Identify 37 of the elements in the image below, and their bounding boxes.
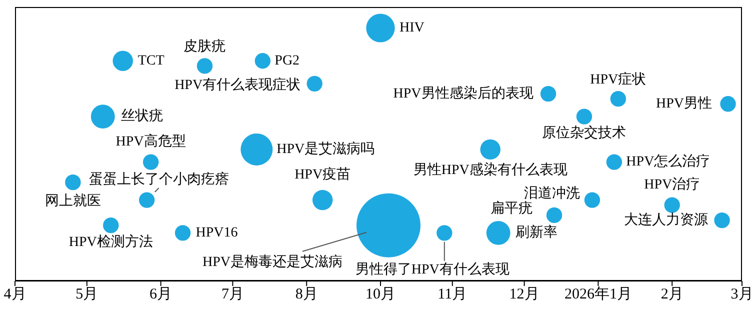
annotation: HPV治疗 bbox=[644, 176, 700, 193]
annotation: 泪道冲洗 bbox=[524, 186, 580, 202]
annotation: 原位杂交技术 bbox=[542, 125, 626, 142]
annotation: 丝状疣 bbox=[120, 108, 163, 124]
x-tick-label: 12月 bbox=[509, 286, 540, 303]
annotation: PG2 bbox=[274, 53, 300, 68]
x-tick-label: 10月 bbox=[365, 286, 396, 303]
annotation: HPV男性 bbox=[656, 95, 712, 112]
annotation: HPV症状 bbox=[590, 71, 646, 88]
annotation: 男性HPV感染有什么表现 bbox=[413, 162, 568, 178]
annotation: HPV16 bbox=[196, 225, 238, 240]
annotation: HPV怎么治疗 bbox=[626, 154, 710, 170]
annotation: HPV高危型 bbox=[116, 134, 186, 150]
annotation: HPV有什么表现症状 bbox=[174, 77, 301, 94]
annotation: HPV疫苗 bbox=[294, 166, 351, 183]
x-tick-label: 2月 bbox=[660, 286, 684, 303]
x-tick-label: 2026年1月 bbox=[564, 286, 632, 303]
annotation: 大连人力资源 bbox=[624, 212, 708, 228]
x-tick-label: 8月 bbox=[295, 286, 318, 303]
x-tick-label: 3月 bbox=[730, 286, 754, 303]
annotation: 皮肤疣 bbox=[184, 38, 226, 54]
annotation: 网上就医 bbox=[44, 192, 101, 209]
annotation: HPV男性感染后的表现 bbox=[393, 85, 534, 102]
x-tick-label: 6月 bbox=[150, 286, 172, 303]
annotation: 刷新率 bbox=[515, 224, 558, 240]
annotation: 男性得了HPV有什么表现 bbox=[355, 261, 510, 278]
x-tick-label: 5月 bbox=[76, 286, 98, 303]
x-tick-label: 4月 bbox=[4, 286, 26, 303]
annotation: HIV bbox=[399, 20, 424, 36]
annotation: HPV是梅毒还是艾滋病 bbox=[202, 254, 342, 270]
annotation: HPV是艾滋病吗 bbox=[276, 140, 375, 157]
annotation: 扁平疣 bbox=[490, 200, 532, 217]
annotation: TCT bbox=[138, 53, 165, 68]
x-tick-label: 11月 bbox=[438, 286, 468, 303]
annotation: 蛋蛋上长了个小肉疙瘩 bbox=[88, 172, 229, 188]
x-tick-label: 7月 bbox=[221, 286, 244, 303]
annotation: HPV检测方法 bbox=[68, 234, 153, 250]
